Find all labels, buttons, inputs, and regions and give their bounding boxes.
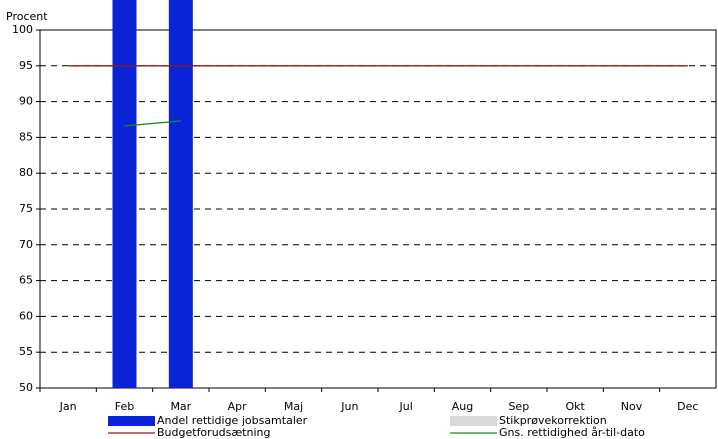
y-tick-label: 95 [19, 59, 33, 72]
x-tick-label: Aug [452, 400, 473, 413]
x-tick-label: Jul [399, 400, 413, 413]
y-tick-label: 65 [19, 274, 33, 287]
x-tick-label: Jun [340, 400, 358, 413]
y-tick-label: 80 [19, 166, 33, 179]
x-tick-label: Maj [284, 400, 303, 413]
legend-label: Budgetforudsætning [157, 426, 270, 439]
y-tick-label: 90 [19, 95, 33, 108]
y-tick-label: 60 [19, 309, 33, 322]
bar [168, 0, 193, 389]
x-tick-label: Mar [170, 400, 191, 413]
legend-swatch [450, 416, 497, 426]
legend-label: Gns. rettidighed år-til-dato [499, 426, 645, 439]
legend-label: Andel rettidige jobsamtaler [157, 414, 308, 427]
y-tick-label: 50 [19, 381, 33, 394]
y-tick-label: 85 [19, 130, 33, 143]
legend-swatch [108, 416, 155, 426]
line [124, 120, 181, 127]
y-tick-label: 75 [19, 202, 33, 215]
y-tick-label: 55 [19, 345, 33, 358]
legend-label: Stikprøvekorrektion [499, 414, 607, 427]
y-tick-label: 70 [19, 238, 33, 251]
y-axis-label: Procent [6, 10, 48, 23]
x-tick-label: Nov [621, 400, 643, 413]
bar [112, 0, 137, 388]
x-tick-label: Dec [677, 400, 698, 413]
x-tick-label: Sep [508, 400, 529, 413]
x-tick-label: Okt [565, 400, 585, 413]
y-tick-label: 100 [12, 23, 33, 36]
x-tick-label: Jan [59, 400, 77, 413]
x-tick-label: Feb [115, 400, 134, 413]
x-tick-label: Apr [228, 400, 248, 413]
